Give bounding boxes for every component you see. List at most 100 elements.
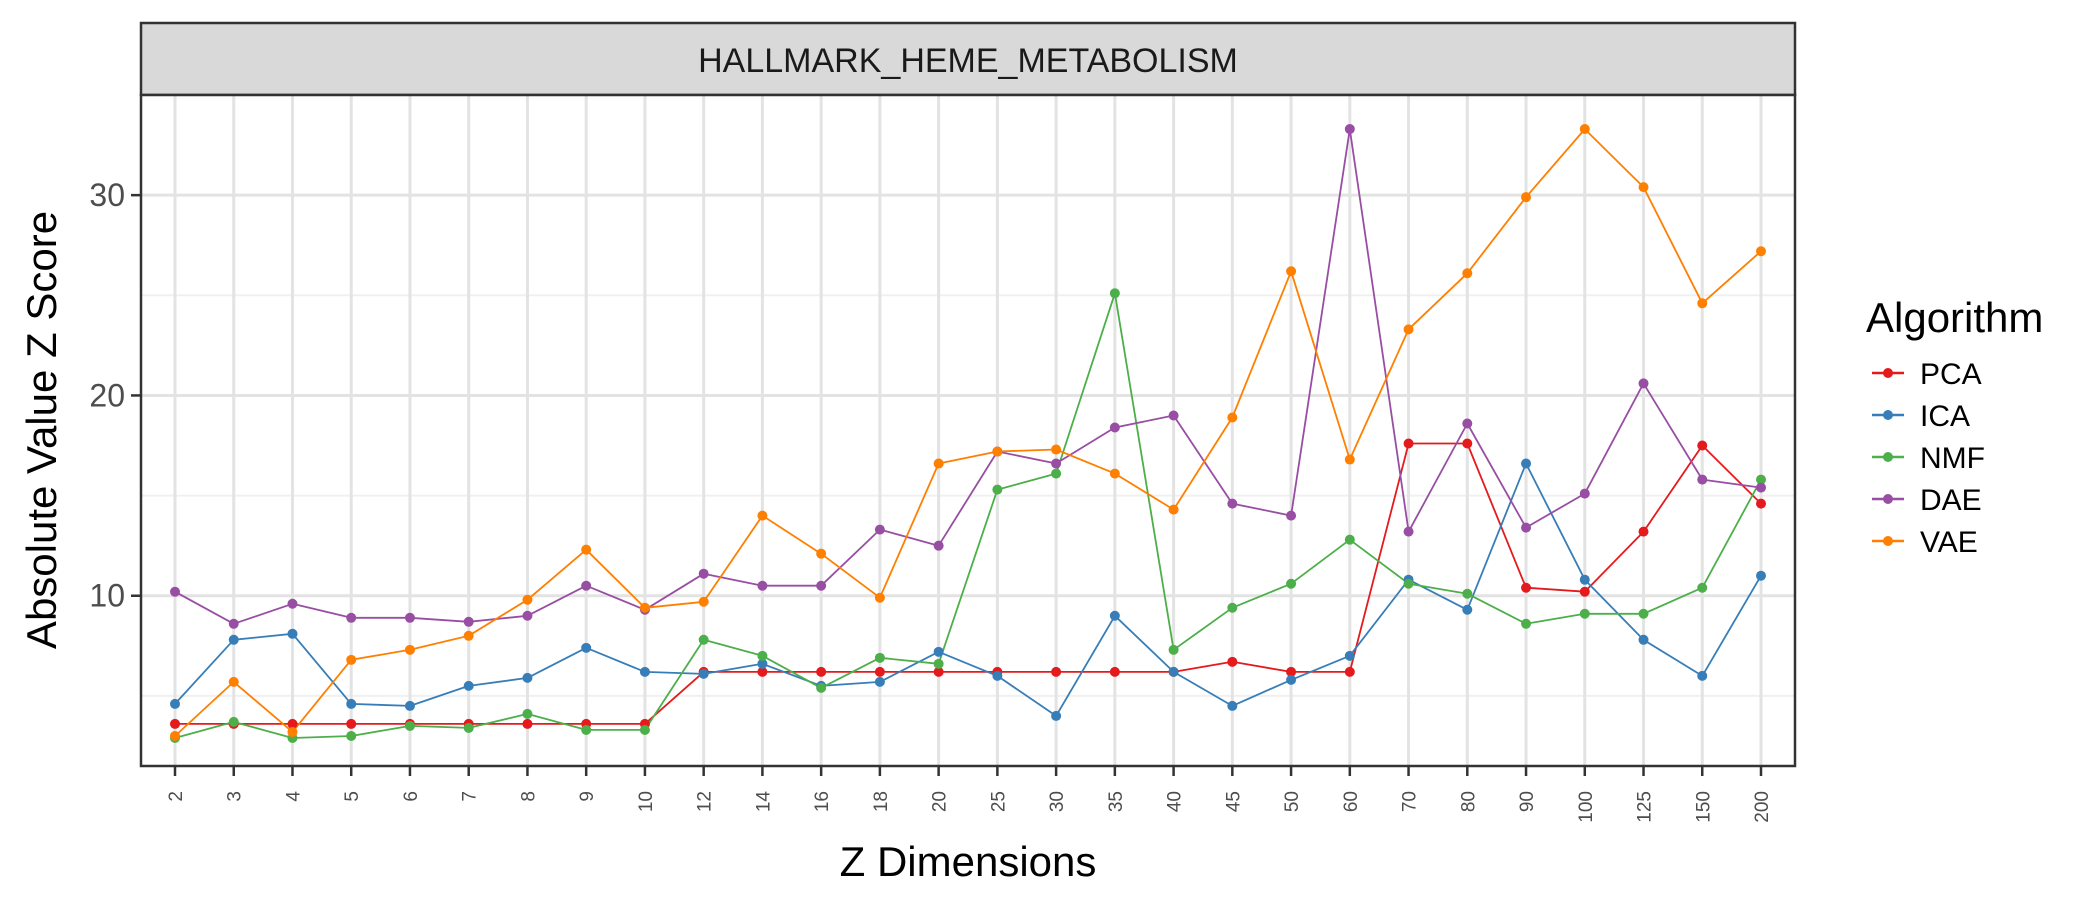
data-point-ica xyxy=(1168,666,1179,677)
legend-key-point xyxy=(1883,452,1893,462)
x-tick-label: 10 xyxy=(636,791,657,812)
x-tick-label: 80 xyxy=(1458,791,1479,812)
x-tick-label: 16 xyxy=(812,791,833,812)
data-point-vae xyxy=(463,630,474,641)
data-point-pca xyxy=(346,718,357,729)
x-tick-label: 30 xyxy=(1047,791,1068,812)
data-point-dae xyxy=(816,580,827,591)
y-axis: 10 20 30 xyxy=(89,177,141,614)
data-point-ica xyxy=(1344,650,1355,661)
data-point-vae xyxy=(933,458,944,469)
x-tick-label: 60 xyxy=(1341,791,1362,812)
data-point-pca xyxy=(1227,656,1238,667)
data-point-dae xyxy=(1756,482,1766,493)
data-point-nmf xyxy=(1697,582,1708,593)
legend-label: NMF xyxy=(1920,442,1985,475)
data-point-vae xyxy=(287,726,298,737)
data-point-ica xyxy=(1051,710,1062,721)
x-tick-label: 9 xyxy=(577,791,598,802)
data-point-ica xyxy=(522,672,533,683)
data-point-nmf xyxy=(228,716,239,727)
data-point-vae xyxy=(1756,246,1766,257)
data-point-dae xyxy=(1462,418,1473,429)
data-point-vae xyxy=(404,644,415,655)
data-point-vae xyxy=(757,510,768,521)
series-points xyxy=(170,124,1766,743)
data-point-dae xyxy=(463,616,474,627)
data-point-dae xyxy=(1109,422,1120,433)
grid-lines xyxy=(141,95,1795,766)
data-point-dae xyxy=(698,568,709,579)
data-point-dae xyxy=(1051,458,1062,469)
x-tick-label: 8 xyxy=(518,791,539,802)
legend-item-dae: DAE xyxy=(1872,484,1982,517)
x-axis: 2 3 4 5 6 7 8 9 10 12 14 16 18 20 25 30 35 40 45 50 60 70 80 90… xyxy=(166,766,1773,823)
series-lines xyxy=(174,128,1762,739)
legend-item-vae: VAE xyxy=(1872,526,1978,559)
data-point-vae xyxy=(1521,192,1532,203)
legend-label: PCA xyxy=(1920,358,1982,391)
data-point-nmf xyxy=(1051,468,1062,479)
data-point-vae xyxy=(874,592,885,603)
data-point-pca xyxy=(757,666,768,677)
data-point-pca xyxy=(1344,666,1355,677)
data-point-vae xyxy=(1344,454,1355,465)
data-point-ica xyxy=(581,642,592,653)
data-point-vae xyxy=(698,596,709,607)
data-point-vae xyxy=(1462,268,1473,279)
legend-label: ICA xyxy=(1920,400,1970,433)
series-line-ica xyxy=(174,462,1762,717)
data-point-vae xyxy=(1051,444,1062,455)
x-tick-label: 18 xyxy=(871,791,892,812)
data-point-nmf xyxy=(933,658,944,669)
data-point-ica xyxy=(992,670,1003,681)
x-tick-label: 2 xyxy=(166,791,187,802)
legend-item-nmf: NMF xyxy=(1872,442,1985,475)
y-tick-label: 10 xyxy=(89,578,125,614)
legend: Algorithm PCA ICA NMF DAE VAE xyxy=(1866,294,2043,559)
data-point-dae xyxy=(757,580,768,591)
series-line-nmf xyxy=(174,292,1762,739)
x-tick-label: 5 xyxy=(342,791,363,802)
data-point-pca xyxy=(816,666,827,677)
data-point-nmf xyxy=(992,484,1003,495)
x-tick-label: 14 xyxy=(753,791,774,813)
data-point-nmf xyxy=(1109,288,1120,299)
data-point-nmf xyxy=(1286,578,1297,589)
x-axis-title: Z Dimensions xyxy=(840,838,1097,885)
data-point-ica xyxy=(463,680,474,691)
data-point-dae xyxy=(1286,510,1297,521)
x-tick-label: 200 xyxy=(1752,791,1773,823)
data-point-vae xyxy=(1403,324,1414,335)
data-point-ica xyxy=(874,676,885,687)
data-point-dae xyxy=(170,586,180,597)
data-point-dae xyxy=(287,598,298,609)
data-point-ica xyxy=(346,698,357,709)
data-point-pca xyxy=(874,666,885,677)
data-point-dae xyxy=(1168,410,1179,421)
data-point-dae xyxy=(346,612,357,623)
data-point-dae xyxy=(874,524,885,535)
x-tick-label: 12 xyxy=(695,791,716,812)
data-point-ica xyxy=(1109,610,1120,621)
data-point-ica xyxy=(228,634,239,645)
data-point-vae xyxy=(639,602,650,613)
legend-key-point xyxy=(1883,368,1893,378)
data-point-nmf xyxy=(404,720,415,731)
data-point-pca xyxy=(1579,586,1590,597)
data-point-nmf xyxy=(698,634,709,645)
data-point-dae xyxy=(1227,498,1238,509)
legend-key-point xyxy=(1883,536,1893,546)
data-point-ica xyxy=(933,646,944,657)
data-point-dae xyxy=(581,580,592,591)
data-point-pca xyxy=(1051,666,1062,677)
data-point-nmf xyxy=(1462,588,1473,599)
data-point-ica xyxy=(1697,670,1708,681)
data-point-nmf xyxy=(1521,618,1532,629)
data-point-dae xyxy=(228,618,239,629)
x-tick-label: 50 xyxy=(1282,791,1303,812)
data-point-nmf xyxy=(1638,608,1649,619)
legend-item-pca: PCA xyxy=(1872,358,1982,391)
data-point-nmf xyxy=(1227,602,1238,613)
